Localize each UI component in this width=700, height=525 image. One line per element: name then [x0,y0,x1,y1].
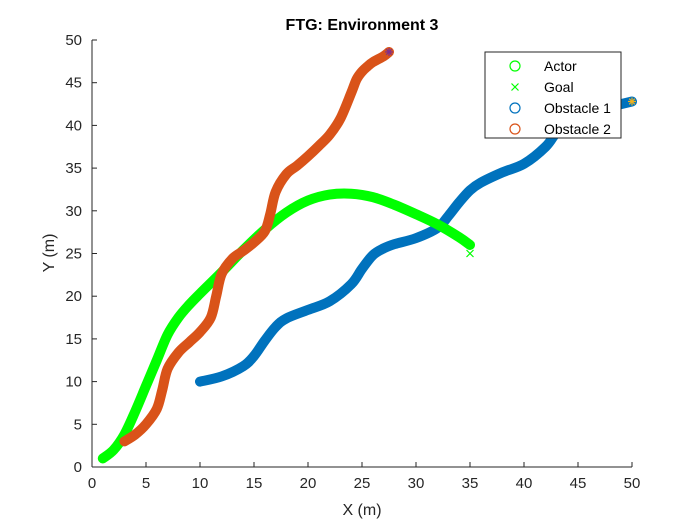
obstacle-1-trajectory [195,96,637,387]
x-tick-label: 0 [88,475,96,492]
y-tick-label: 40 [65,117,82,134]
x-tick-label: 35 [462,475,479,492]
x-tick-label: 45 [570,475,587,492]
legend-label: Obstacle 1 [544,100,611,116]
x-tick-label: 25 [354,475,371,492]
y-tick-label: 30 [65,203,82,220]
ticks-layer: 0 5 10 15 20 25 30 35 40 45 50 0 5 10 15 20 25 30 35 40 45 50 [65,32,640,492]
legend-label: Obstacle 2 [544,121,611,137]
x-tick-label: 20 [300,475,317,492]
y-tick-label: 35 [65,160,82,177]
chart-title: FTG: Environment 3 [286,17,439,34]
y-tick-label: 0 [74,459,82,476]
y-tick-label: 50 [65,32,82,49]
x-tick-label: 5 [142,475,150,492]
x-tick-label: 10 [192,475,209,492]
obstacle-1-start-point [195,377,205,387]
legend-box [484,51,622,139]
legend-items: Actor Goal Obstacle 1 Obstacle 2 [509,58,611,137]
y-axis-label: Y (m) [41,234,58,273]
legend-circle-marker-icon [509,102,521,114]
y-tick-label: 25 [65,246,82,263]
y-tick-label: 45 [65,75,82,92]
legend-label: Goal [544,79,574,95]
legend-item-obstacle-1[interactable]: Obstacle 1 [509,100,611,116]
y-tick-label: 10 [65,374,82,391]
x-tick-label: 30 [408,475,425,492]
legend-x-marker-icon [511,83,519,91]
actor-start-point [98,453,108,463]
obstacle-2-start-point [119,436,129,446]
x-axis-label: X (m) [342,502,381,519]
legend-item-obstacle-2[interactable]: Obstacle 2 [509,121,611,137]
y-tick-label: 5 [74,416,82,433]
legend-label: Actor [544,58,577,74]
series-layer [97,46,637,464]
y-tick-label: 15 [65,331,82,348]
legend-circle-marker-icon [509,60,521,72]
y-tick-label: 20 [65,288,82,305]
goal-marker [466,249,474,258]
x-tick-label: 50 [624,475,641,492]
legend-circle-marker-icon [509,123,521,135]
x-tick-label: 15 [246,475,263,492]
obstacle-1-end-marker [628,97,636,106]
obstacle-2-trajectory [119,46,394,447]
legend-item-goal[interactable]: Goal [511,79,574,95]
legend-item-actor[interactable]: Actor [509,58,577,74]
x-tick-label: 40 [516,475,533,492]
obstacle-2-end-marker [385,47,393,56]
legend[interactable]: Actor Goal Obstacle 1 Obstacle 2 [484,51,622,139]
